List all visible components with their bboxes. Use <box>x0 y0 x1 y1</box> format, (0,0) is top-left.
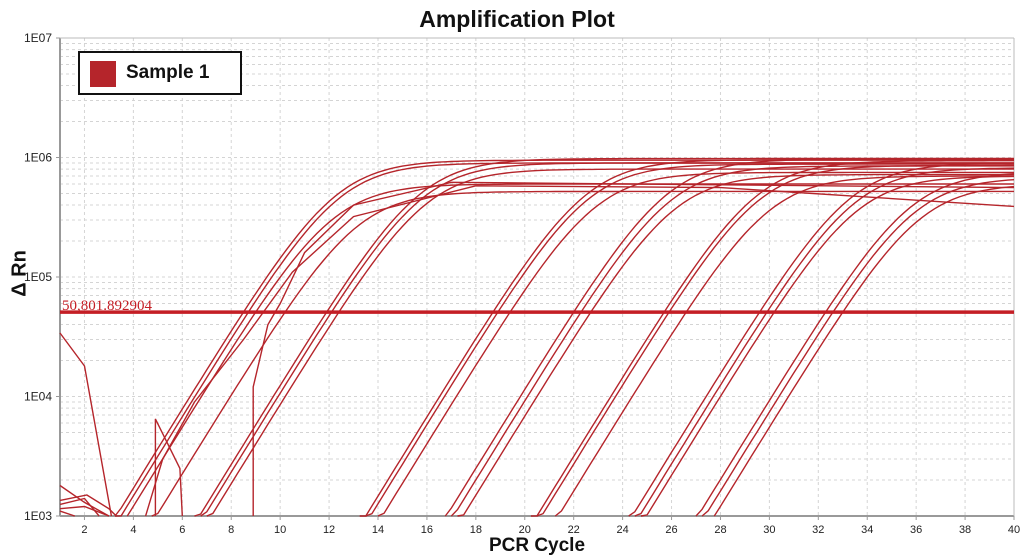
amplification-curve[interactable] <box>59 510 75 517</box>
x-tick-label: 10 <box>274 524 286 536</box>
x-tick-label: 38 <box>959 524 971 536</box>
x-tick-label: 28 <box>714 524 726 536</box>
amplification-curve[interactable] <box>200 162 1014 517</box>
amplification-curve[interactable] <box>713 185 1015 517</box>
x-tick-label: 20 <box>519 524 531 536</box>
chart-title: Amplification Plot <box>419 6 615 32</box>
x-tick-label: 30 <box>763 524 775 536</box>
x-tick-label: 22 <box>568 524 580 536</box>
amplification-curve[interactable] <box>59 505 110 517</box>
x-tick-label: 34 <box>861 524 873 536</box>
amplification-curve[interactable] <box>444 158 1014 517</box>
amplification-curve[interactable] <box>628 162 1014 517</box>
threshold-line[interactable]: 50,801.892904 <box>60 298 1014 314</box>
amplification-curve[interactable] <box>252 181 1015 516</box>
x-tick-label: 6 <box>179 524 185 536</box>
x-tick-label: 24 <box>616 524 628 536</box>
amplification-curve[interactable] <box>365 163 1014 517</box>
y-tick-label: 1E03 <box>24 509 52 523</box>
y-tick-label: 1E07 <box>24 31 52 45</box>
amplification-curve[interactable] <box>151 190 1014 517</box>
legend-label: Sample 1 <box>126 62 210 83</box>
grid-lines <box>60 38 1014 516</box>
axes: 2 4 6 8 10 12 14 16 18 20 22 24 26 28 30 32 34 36 38 401E03… <box>24 31 1020 536</box>
amplification-curve[interactable] <box>640 175 1015 517</box>
x-tick-label: 16 <box>421 524 433 536</box>
y-tick-label: 1E05 <box>24 270 52 284</box>
x-axis-label: PCR Cycle <box>488 535 586 556</box>
amplification-curve[interactable] <box>59 332 113 517</box>
x-tick-label: 36 <box>910 524 922 536</box>
x-tick-label: 14 <box>372 524 384 536</box>
amplification-curve[interactable] <box>634 167 1015 517</box>
x-tick-label: 4 <box>130 524 136 536</box>
amplification-curves <box>59 157 1015 517</box>
amplification-curve[interactable] <box>457 173 1015 517</box>
x-tick-label: 40 <box>1008 524 1020 536</box>
x-tick-label: 26 <box>665 524 677 536</box>
x-tick-label: 18 <box>470 524 482 536</box>
x-tick-label: 32 <box>812 524 824 536</box>
amplification-curve[interactable] <box>530 160 1014 517</box>
x-tick-label: 8 <box>228 524 234 536</box>
legend: Sample 1 <box>78 51 242 95</box>
x-tick-label: 12 <box>323 524 335 536</box>
amplification-curve[interactable] <box>144 185 1015 517</box>
y-tick-label: 1E06 <box>24 151 52 165</box>
amplification-curve[interactable] <box>536 164 1014 517</box>
amplification-curve[interactable] <box>154 418 183 517</box>
threshold-value-label: 50,801.892904 <box>62 298 153 314</box>
x-tick-label: 2 <box>81 524 87 536</box>
y-tick-label: 1E04 <box>24 390 52 404</box>
amplification-curve[interactable] <box>59 484 110 517</box>
amplification-curve[interactable] <box>377 171 1014 517</box>
amplification-curve[interactable] <box>554 175 1014 517</box>
amplification-curve[interactable] <box>59 494 117 517</box>
legend-swatch <box>90 61 116 87</box>
amplification-curve[interactable] <box>695 173 1015 517</box>
amplification-curve[interactable] <box>206 168 1014 517</box>
